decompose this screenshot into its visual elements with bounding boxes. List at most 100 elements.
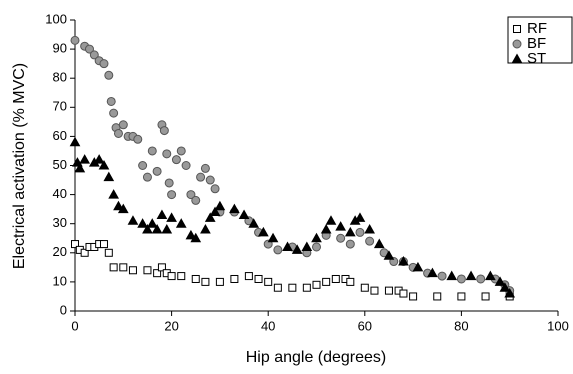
data-point	[210, 184, 220, 194]
y-axis-title: Electrical activation (% MVC)	[11, 63, 28, 269]
data-point	[244, 272, 253, 281]
data-point	[485, 270, 496, 281]
data-point	[201, 277, 210, 286]
legend-label: RF	[527, 20, 547, 37]
data-point	[191, 274, 200, 283]
x-tick-label: 40	[261, 318, 275, 333]
data-point	[104, 248, 113, 257]
legend-marker	[512, 39, 522, 49]
data-point	[301, 241, 313, 251]
data-point	[258, 226, 269, 237]
data-point	[103, 171, 115, 182]
y-tick-label: 80	[53, 70, 67, 85]
x-tick-label: 100	[547, 318, 569, 333]
data-point	[127, 215, 139, 225]
y-tick-label: 70	[53, 99, 67, 114]
data-point	[354, 212, 366, 222]
data-point	[89, 50, 99, 60]
data-point	[128, 266, 137, 275]
x-tick-label: 60	[358, 318, 372, 333]
data-point	[346, 277, 355, 286]
y-tick-label: 30	[53, 215, 67, 230]
data-point	[457, 292, 466, 301]
data-point	[108, 189, 119, 199]
data-point	[336, 233, 346, 243]
data-point	[200, 163, 210, 173]
data-point	[162, 149, 172, 159]
legend-label: ST	[527, 50, 546, 67]
x-tick-label: 80	[454, 318, 468, 333]
y-tick-label: 100	[45, 11, 67, 26]
data-point	[151, 224, 163, 234]
data-point	[365, 236, 375, 246]
data-point	[437, 271, 447, 281]
x-axis-title: Hip angle (degrees)	[246, 349, 387, 366]
data-point	[412, 261, 424, 272]
data-point	[273, 283, 282, 292]
data-point	[119, 263, 128, 272]
y-tick-label: 20	[53, 244, 67, 259]
data-point	[113, 200, 124, 211]
legend-marker	[511, 53, 523, 63]
data-point	[364, 224, 375, 234]
data-point	[446, 270, 458, 281]
data-point	[360, 283, 369, 292]
data-point	[273, 245, 283, 255]
data-point	[70, 35, 80, 45]
data-point	[98, 159, 110, 170]
data-point	[166, 212, 177, 222]
data-point	[177, 272, 186, 281]
data-point	[186, 190, 196, 200]
data-point	[191, 195, 201, 205]
data-point	[331, 274, 340, 283]
data-point	[373, 238, 385, 249]
data-point	[335, 221, 347, 231]
data-point	[325, 215, 337, 225]
data-point	[117, 203, 129, 214]
data-point	[79, 154, 91, 164]
data-point	[214, 200, 226, 211]
data-point	[433, 292, 442, 301]
data-point	[344, 226, 356, 237]
data-point	[156, 209, 168, 219]
data-point	[152, 166, 162, 176]
data-point	[288, 283, 297, 292]
data-point	[302, 283, 311, 292]
data-point	[147, 146, 157, 156]
data-point	[74, 162, 86, 173]
data-point	[399, 289, 408, 298]
data-point	[71, 240, 79, 249]
data-point	[264, 277, 273, 286]
data-point	[146, 218, 158, 228]
data-point	[267, 232, 279, 243]
data-point	[384, 286, 393, 295]
data-point	[69, 136, 81, 147]
y-tick-label: 90	[53, 41, 67, 56]
data-point	[476, 274, 486, 284]
data-point	[153, 269, 162, 278]
data-point	[230, 274, 239, 283]
data-point	[427, 267, 438, 278]
data-point	[370, 286, 379, 295]
data-point	[142, 172, 152, 182]
data-point	[185, 229, 197, 240]
data-point	[205, 175, 215, 185]
data-point	[355, 227, 365, 237]
data-point	[200, 224, 211, 234]
data-point	[99, 59, 109, 69]
data-point	[209, 206, 221, 217]
data-point	[109, 108, 119, 118]
data-point	[175, 218, 187, 228]
y-tick-label: 40	[53, 186, 67, 201]
data-point	[398, 256, 409, 266]
data-point	[196, 172, 206, 182]
data-point	[254, 274, 263, 283]
data-point	[215, 277, 224, 286]
data-point	[157, 263, 166, 272]
x-tick-label: 20	[164, 318, 178, 333]
data-point	[383, 250, 395, 260]
data-point	[133, 134, 143, 144]
data-point	[481, 292, 490, 301]
data-point	[320, 224, 332, 234]
